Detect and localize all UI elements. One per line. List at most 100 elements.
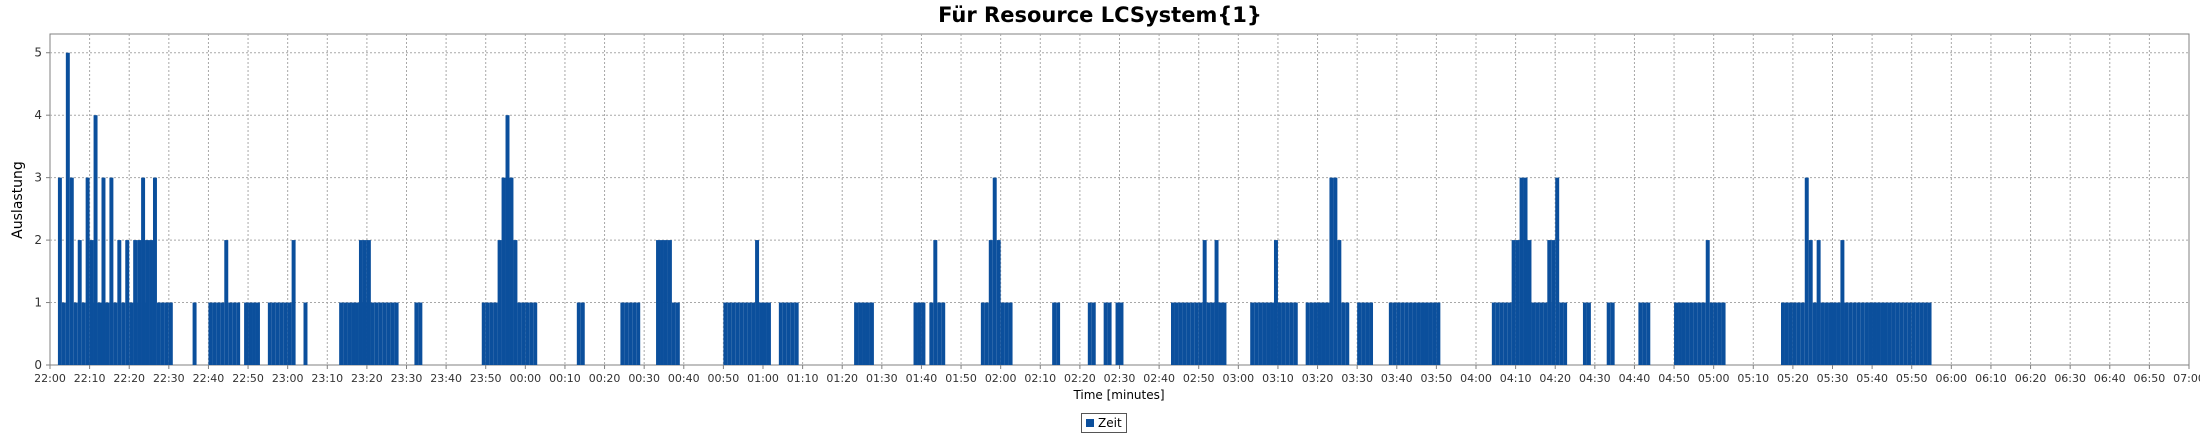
bar	[129, 302, 134, 365]
bar	[1198, 302, 1203, 365]
bar	[1107, 302, 1112, 365]
bar	[624, 302, 629, 365]
bar	[1689, 302, 1694, 365]
bar	[156, 302, 161, 365]
bar	[671, 302, 676, 365]
bar	[1420, 302, 1425, 365]
x-axis-label: Time [minutes]	[1072, 388, 1164, 402]
bar	[1828, 302, 1833, 365]
bar	[782, 302, 787, 365]
bar	[61, 302, 66, 365]
bar	[113, 302, 118, 365]
bar	[394, 302, 399, 365]
bar	[1392, 302, 1397, 365]
bar	[216, 302, 221, 365]
bar	[73, 302, 78, 365]
bar	[1341, 302, 1346, 365]
bar	[1927, 302, 1932, 365]
bar	[1056, 302, 1061, 365]
bar	[509, 177, 514, 365]
x-tick-label: 22:00	[34, 372, 66, 385]
x-tick-label: 05:50	[1896, 372, 1928, 385]
bar	[1586, 302, 1591, 365]
bar	[1820, 302, 1825, 365]
x-tick-label: 23:10	[311, 372, 343, 385]
bar	[497, 240, 502, 365]
bar	[501, 177, 506, 365]
bar	[1919, 302, 1924, 365]
bar	[1289, 302, 1294, 365]
x-tick-label: 03:20	[1302, 372, 1334, 385]
bar	[933, 240, 938, 365]
bar	[117, 240, 122, 365]
bar	[489, 302, 494, 365]
bar	[1182, 302, 1187, 365]
bar	[1281, 302, 1286, 365]
bar	[663, 240, 668, 365]
bar	[351, 302, 356, 365]
x-tick-label: 01:00	[747, 372, 779, 385]
x-tick-label: 01:10	[787, 372, 819, 385]
bar	[778, 302, 783, 365]
x-tick-label: 04:00	[1460, 372, 1492, 385]
bar	[580, 302, 585, 365]
bar	[1491, 302, 1496, 365]
x-tick-label: 02:10	[1024, 372, 1056, 385]
bar	[1317, 302, 1322, 365]
bar	[121, 302, 126, 365]
bar	[362, 240, 367, 365]
bar	[1277, 302, 1282, 365]
bar	[1266, 302, 1271, 365]
bar	[1206, 302, 1211, 365]
legend: Zeit	[1081, 413, 1127, 433]
bar	[1895, 302, 1900, 365]
x-tick-label: 23:50	[470, 372, 502, 385]
bar	[1844, 302, 1849, 365]
bar	[1210, 302, 1215, 365]
bar	[1515, 240, 1520, 365]
x-tick-label: 23:30	[391, 372, 423, 385]
bar	[1880, 302, 1884, 365]
x-tick-label: 06:40	[2094, 372, 2126, 385]
bar	[291, 240, 296, 365]
bar	[1250, 302, 1255, 365]
bar	[1681, 302, 1686, 365]
bar	[267, 302, 272, 365]
bar	[1678, 302, 1682, 365]
bar	[1713, 302, 1718, 365]
bar	[1836, 302, 1841, 365]
bar	[865, 302, 870, 365]
bar	[152, 177, 157, 365]
bar	[1717, 302, 1722, 365]
bar	[1333, 177, 1338, 365]
x-tick-label: 22:10	[74, 372, 106, 385]
chart-title: Für Resource LCSystem{1}	[938, 3, 1262, 27]
bar	[85, 177, 90, 365]
bar	[1091, 302, 1096, 365]
bar	[1555, 177, 1560, 365]
bar	[1285, 302, 1290, 365]
bar	[232, 302, 237, 365]
bar	[248, 302, 253, 365]
bar	[1891, 302, 1896, 365]
bar	[1273, 240, 1278, 365]
bar	[1503, 302, 1508, 365]
bar	[513, 240, 518, 365]
bar	[862, 302, 866, 365]
bar	[374, 302, 379, 365]
bar	[869, 302, 874, 365]
bar	[386, 302, 391, 365]
x-tick-label: 02:00	[985, 372, 1017, 385]
x-tick-label: 01:30	[866, 372, 898, 385]
x-tick-label: 03:50	[1421, 372, 1453, 385]
bar	[1365, 302, 1370, 365]
x-tick-label: 02:50	[1183, 372, 1215, 385]
bar	[275, 302, 280, 365]
bar	[1535, 302, 1540, 365]
x-tick-label: 01:40	[906, 372, 938, 385]
bar	[937, 302, 942, 365]
bar	[1329, 177, 1334, 365]
y-axis-label: Auslastung	[10, 161, 26, 239]
bar	[755, 240, 760, 365]
bar	[1788, 302, 1793, 365]
